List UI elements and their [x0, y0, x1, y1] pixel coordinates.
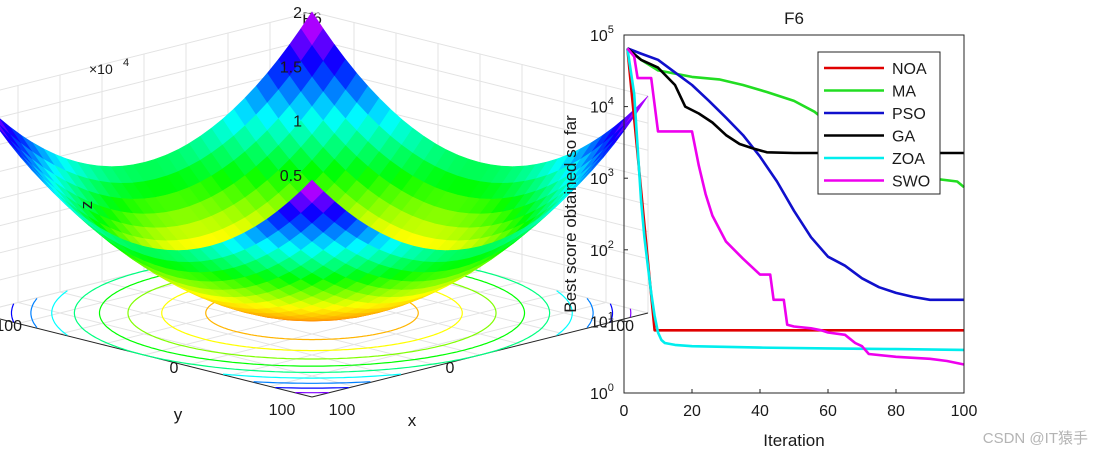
legend-label-pso: PSO: [892, 106, 926, 123]
surface-y-tick: 100: [269, 402, 296, 419]
surface-ticks: -100 0 100 -100 0 100 0.5 1 1.5 2: [0, 5, 634, 419]
surface-y-tick: 0: [446, 360, 455, 377]
grid-line: [0, 38, 313, 118]
surface-x-tick: 0: [170, 360, 179, 377]
series-line-zoa: [626, 48, 965, 352]
z-exponent-power: 4: [123, 57, 129, 69]
grid-line: [0, 318, 313, 398]
legend-label-ma: MA: [892, 84, 916, 101]
y-tick-label: 102: [590, 239, 614, 260]
line-title: F6: [784, 9, 804, 28]
legend-label-noa: NOA: [892, 61, 927, 78]
y-axis-label: y: [174, 405, 183, 424]
z-axis-label: z: [77, 201, 96, 210]
grid-line: [227, 291, 565, 377]
surface-mesh: [0, 11, 649, 322]
z-exponent-base: ×10: [89, 61, 113, 77]
grid-line: [0, 11, 313, 91]
series-line-pso: [626, 47, 964, 302]
grid-line: [185, 281, 523, 366]
grid-line: [311, 38, 649, 124]
surface-patch: [0, 119, 10, 135]
contour-line: [10, 237, 614, 389]
x-tick-label: 60: [819, 403, 837, 420]
contour-line: [51, 247, 573, 379]
y-tick-label: 103: [590, 167, 614, 188]
grid-line: [59, 291, 397, 377]
contour-line: [30, 242, 594, 384]
x-tick-label: 80: [887, 403, 905, 420]
x-axis-label: x: [408, 411, 417, 430]
plot-frame: [623, 34, 965, 394]
x-tick-label: 40: [751, 403, 769, 420]
contour-line: [73, 253, 551, 373]
surface-z-tick: 1.5: [280, 59, 302, 76]
surface-z-tick: 1: [293, 114, 302, 131]
z-exponent: ×10 4: [89, 57, 129, 77]
watermark: CSDN @IT猿手: [983, 430, 1088, 447]
surface-z-tick: 0.5: [280, 168, 302, 185]
y-tick-label: 100: [590, 382, 614, 403]
grid-line: [0, 65, 313, 145]
series-line-swo: [626, 47, 965, 366]
score-axis-label: Best score obtained so far: [561, 115, 580, 313]
y-tick-label: 105: [590, 24, 614, 45]
surface-z-tick: 2: [293, 5, 302, 22]
grid-line: [311, 65, 649, 151]
surface-x-tick: 100: [329, 402, 356, 419]
legend-label-swo: SWO: [892, 174, 930, 191]
x-tick-label: 20: [683, 403, 701, 420]
legend: NOA MA PSO GA ZOA SWO: [817, 51, 941, 195]
legend-label-ga: GA: [892, 129, 915, 146]
surface-y-tick: -100: [602, 318, 634, 335]
grid-line: [101, 281, 439, 366]
surface-x-tick: -100: [0, 318, 22, 335]
series-line-ga: [626, 47, 964, 155]
series-group: [626, 47, 965, 366]
legend-label-zoa: ZOA: [892, 151, 925, 168]
grid-line: [311, 11, 649, 97]
x-tick-label: 100: [951, 403, 978, 420]
x-tick-label: 0: [620, 403, 629, 420]
surface-patch: [0, 125, 10, 141]
iteration-axis-label: Iteration: [763, 431, 824, 450]
axis-edge: [0, 318, 313, 398]
surface-patch: [300, 179, 324, 203]
contour-line: [295, 232, 632, 394]
legend-box: [817, 51, 941, 195]
